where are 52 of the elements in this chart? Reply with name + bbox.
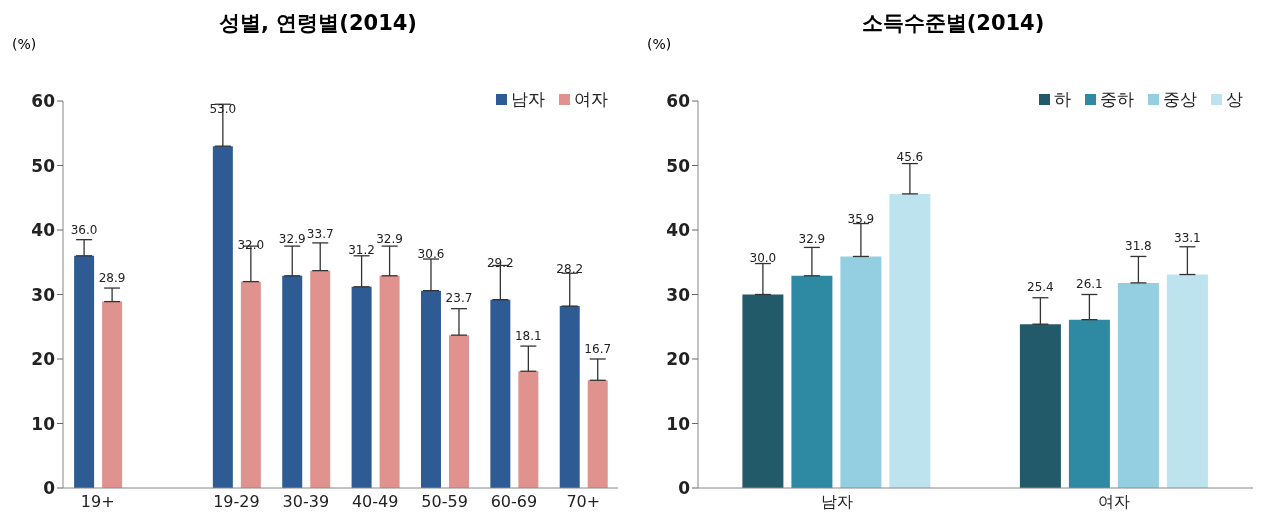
y-axis-title: (%) (647, 36, 672, 52)
y-tick-label: 40 (31, 220, 56, 241)
y-tick-label: 20 (666, 349, 691, 370)
data-label: 36.0 (70, 222, 98, 237)
y-tick-label: 40 (666, 220, 691, 241)
data-label: 33.1 (1174, 230, 1201, 245)
y-tick-label: 60 (31, 91, 56, 112)
data-label: 28.2 (556, 262, 584, 277)
y-tick-label: 0 (678, 478, 691, 499)
y-tick-label: 50 (666, 155, 691, 176)
y-tick-label: 60 (666, 91, 691, 112)
chart-title: 성별, 연령별(2014) (219, 11, 417, 35)
data-label: 32.9 (376, 231, 403, 246)
x-tick-label: 50-59 (421, 492, 468, 512)
legend-label: 여자 (573, 88, 608, 111)
data-label: 30.6 (417, 246, 445, 261)
data-label: 35.9 (847, 212, 875, 227)
data-label: 26.1 (1076, 277, 1103, 292)
data-label: 33.7 (306, 226, 334, 241)
data-label: 30.0 (749, 250, 777, 265)
y-tick-label: 20 (31, 349, 56, 370)
x-tick-label: 30-39 (282, 492, 330, 512)
legend-label: 중상 (1162, 88, 1197, 111)
data-label: 25.4 (1027, 280, 1054, 295)
y-axis-title: (%) (12, 36, 37, 52)
data-label: 32.9 (278, 231, 306, 246)
x-tick-label: 19+ (80, 492, 115, 512)
data-label: 31.8 (1125, 238, 1152, 253)
y-tick-label: 10 (31, 413, 56, 434)
x-tick-label: 여자 (1098, 492, 1131, 512)
y-tick-label: 30 (31, 284, 56, 305)
data-label: 45.6 (896, 149, 924, 164)
legend-label: 상 (1225, 88, 1243, 111)
data-label: 16.7 (584, 341, 612, 356)
x-tick-label: 40-49 (351, 492, 399, 512)
y-tick-label: 30 (666, 284, 691, 305)
x-tick-label: 남자 (820, 492, 853, 512)
legend-label: 남자 (510, 88, 545, 111)
legend-label: 중하 (1099, 88, 1134, 111)
data-label: 32.9 (798, 231, 826, 246)
x-tick-label: 70+ (566, 492, 601, 512)
y-tick-label: 0 (43, 478, 56, 499)
chart-title: 소득수준별(2014) (861, 11, 1045, 35)
data-label: 18.1 (514, 328, 542, 343)
y-tick-label: 50 (31, 155, 56, 176)
y-tick-label: 10 (666, 413, 691, 434)
x-tick-label: 60-69 (490, 492, 538, 512)
data-label: 31.2 (348, 242, 375, 257)
data-label: 28.9 (98, 271, 126, 286)
legend-label: 하 (1053, 88, 1071, 111)
data-label: 23.7 (445, 291, 473, 306)
x-tick-label: 19-29 (213, 492, 260, 512)
